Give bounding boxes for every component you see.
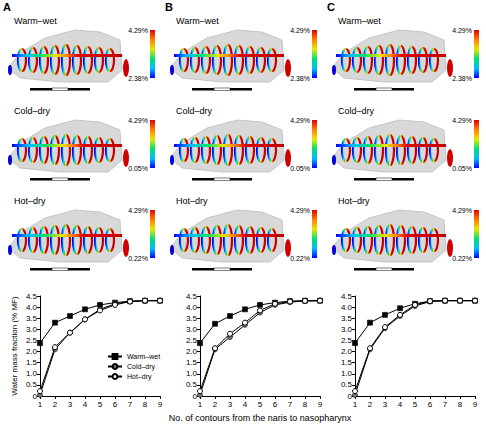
svg-text:5: 5 [98, 400, 103, 409]
svg-text:9: 9 [158, 400, 163, 409]
svg-text:C: C [327, 1, 335, 13]
svg-text:0.22%: 0.22% [128, 255, 148, 262]
svg-text:4.29%: 4.29% [452, 117, 472, 124]
svg-text:0.05%: 0.05% [290, 165, 310, 172]
svg-text:6: 6 [273, 400, 278, 409]
svg-text:3.0: 3.0 [186, 325, 198, 334]
svg-text:A: A [3, 1, 11, 13]
svg-text:9: 9 [473, 400, 478, 409]
svg-text:2.0: 2.0 [26, 347, 38, 356]
svg-text:0.05%: 0.05% [128, 165, 148, 172]
svg-text:4.29%: 4.29% [290, 207, 310, 214]
svg-text:Hot–dry: Hot–dry [176, 196, 208, 206]
svg-text:4.29%: 4.29% [128, 27, 148, 34]
svg-text:4.5: 4.5 [341, 292, 353, 301]
svg-text:1: 1 [353, 400, 358, 409]
svg-text:4: 4 [83, 400, 88, 409]
svg-text:2: 2 [368, 400, 373, 409]
svg-text:4.29%: 4.29% [290, 27, 310, 34]
svg-text:5: 5 [413, 400, 418, 409]
svg-text:8: 8 [458, 400, 463, 409]
svg-text:3: 3 [68, 400, 73, 409]
svg-text:3.5: 3.5 [341, 314, 353, 323]
svg-text:Warm–wet: Warm–wet [338, 16, 381, 26]
svg-text:2.38%: 2.38% [290, 75, 310, 82]
svg-text:B: B [165, 1, 173, 13]
svg-text:2.0: 2.0 [186, 347, 198, 356]
svg-text:Water mass fraction (% MF): Water mass fraction (% MF) [10, 296, 19, 396]
svg-text:2.0: 2.0 [341, 347, 353, 356]
svg-text:3.5: 3.5 [26, 314, 38, 323]
svg-text:0.22%: 0.22% [290, 255, 310, 262]
svg-text:0: 0 [32, 391, 37, 401]
svg-text:4.29%: 4.29% [452, 207, 472, 214]
svg-text:1.5: 1.5 [26, 358, 38, 367]
svg-text:0.05%: 0.05% [452, 165, 472, 172]
svg-text:No. of contours from the naris: No. of contours from the naris to nasoph… [169, 413, 352, 423]
svg-text:1: 1 [38, 400, 43, 409]
svg-text:0.5: 0.5 [341, 380, 353, 389]
svg-text:7: 7 [443, 400, 448, 409]
svg-text:8: 8 [303, 400, 308, 409]
svg-text:Cold–dry: Cold–dry [338, 106, 375, 116]
svg-text:3: 3 [383, 400, 388, 409]
svg-text:Warm–wet: Warm–wet [176, 16, 219, 26]
svg-text:7: 7 [288, 400, 293, 409]
svg-text:6: 6 [113, 400, 118, 409]
svg-text:2.38%: 2.38% [128, 75, 148, 82]
svg-text:4: 4 [243, 400, 248, 409]
svg-text:Hot–dry: Hot–dry [14, 196, 46, 206]
svg-text:1.0: 1.0 [186, 369, 198, 378]
svg-text:8: 8 [143, 400, 148, 409]
svg-text:4.5: 4.5 [186, 292, 198, 301]
svg-text:0.5: 0.5 [26, 380, 38, 389]
svg-text:Warm–wet: Warm–wet [127, 353, 160, 360]
svg-text:1: 1 [198, 400, 203, 409]
svg-text:4.29%: 4.29% [290, 117, 310, 124]
svg-text:4.0: 4.0 [341, 303, 353, 312]
svg-text:0.22%: 0.22% [452, 255, 472, 262]
svg-text:2.5: 2.5 [186, 336, 198, 345]
svg-text:Cold–dry: Cold–dry [14, 106, 51, 116]
svg-text:4.29%: 4.29% [128, 117, 148, 124]
svg-text:1.0: 1.0 [26, 369, 38, 378]
svg-text:Cold–dry: Cold–dry [176, 106, 213, 116]
svg-text:Hot–dry: Hot–dry [338, 196, 370, 206]
svg-text:7: 7 [128, 400, 133, 409]
svg-text:Cold–dry: Cold–dry [127, 363, 156, 371]
svg-text:2: 2 [213, 400, 218, 409]
svg-text:2.5: 2.5 [26, 336, 38, 345]
svg-text:3: 3 [228, 400, 233, 409]
svg-text:2.5: 2.5 [341, 336, 353, 345]
svg-text:4.0: 4.0 [186, 303, 198, 312]
svg-text:4.5: 4.5 [26, 292, 38, 301]
svg-text:0: 0 [347, 391, 352, 401]
svg-text:0: 0 [192, 391, 197, 401]
svg-text:Hot–dry: Hot–dry [127, 373, 152, 381]
svg-text:2: 2 [53, 400, 58, 409]
svg-text:2.38%: 2.38% [452, 75, 472, 82]
svg-text:1.0: 1.0 [341, 369, 353, 378]
svg-text:4.29%: 4.29% [452, 27, 472, 34]
svg-text:4.29%: 4.29% [128, 207, 148, 214]
svg-text:3.5: 3.5 [186, 314, 198, 323]
svg-text:3.0: 3.0 [26, 325, 38, 334]
svg-text:3.0: 3.0 [341, 325, 353, 334]
svg-text:4: 4 [398, 400, 403, 409]
svg-text:1.5: 1.5 [186, 358, 198, 367]
svg-text:1.5: 1.5 [341, 358, 353, 367]
svg-text:Warm–wet: Warm–wet [14, 16, 57, 26]
svg-text:6: 6 [428, 400, 433, 409]
svg-text:9: 9 [318, 400, 323, 409]
svg-text:0.5: 0.5 [186, 380, 198, 389]
svg-text:4.0: 4.0 [26, 303, 38, 312]
svg-text:5: 5 [258, 400, 263, 409]
